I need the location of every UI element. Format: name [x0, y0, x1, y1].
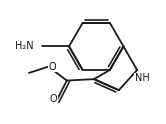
Text: H₂N: H₂N [15, 41, 34, 51]
Text: O: O [49, 94, 57, 104]
Text: O: O [49, 62, 57, 72]
Text: NH: NH [135, 73, 150, 83]
